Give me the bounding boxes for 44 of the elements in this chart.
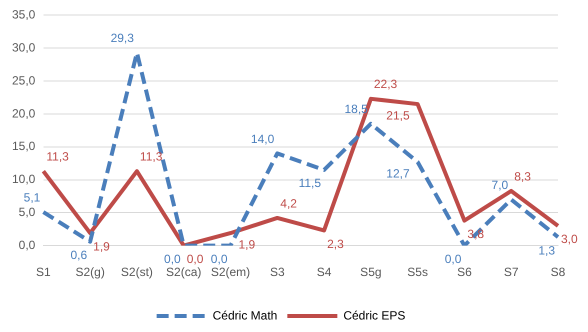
y-tick-label: 30,0	[12, 40, 36, 54]
x-tick-label: S2(em)	[210, 265, 250, 280]
y-tick-label: 15,0	[12, 139, 36, 154]
data-label: 5,1	[24, 190, 41, 204]
legend-label: Cédric Math	[212, 308, 278, 322]
data-label: 0,0	[444, 252, 462, 266]
data-label: 1,9	[238, 237, 256, 252]
x-tick-label: S1	[36, 265, 52, 280]
y-tick-label: 0,0	[18, 238, 36, 252]
data-label: 0,6	[70, 248, 88, 262]
x-tick-label: S3	[270, 265, 285, 280]
x-tick-label: S4	[316, 265, 332, 280]
y-tick-label: 25,0	[12, 73, 36, 88]
y-tick-label: 10,0	[12, 172, 36, 186]
y-tick-label: 5,0	[18, 205, 36, 219]
data-label: 22,3	[374, 77, 398, 92]
data-label: 11,3	[140, 150, 163, 164]
x-tick-label: S6	[457, 265, 472, 280]
data-label: 2,3	[327, 236, 344, 251]
data-label: 11,5	[298, 176, 322, 190]
data-label: 1,3	[538, 243, 556, 258]
y-tick-label: 20,0	[12, 106, 36, 120]
x-tick-label: S2(st)	[120, 265, 153, 280]
data-label: 29,3	[110, 31, 134, 46]
x-tick-label: S5g	[360, 265, 382, 280]
x-tick-label: S2(ca)	[166, 265, 202, 280]
data-label: 0,0	[186, 252, 204, 266]
data-label: 11,3	[46, 150, 70, 164]
data-label: 3,0	[561, 232, 578, 246]
data-label: 4,2	[280, 196, 298, 210]
x-tick-label: S2(g)	[75, 265, 105, 280]
data-label: 7,0	[492, 178, 509, 192]
data-label: 12,7	[386, 166, 410, 180]
data-label: 0,0	[210, 252, 228, 266]
legend-label: Cédric EPS	[343, 308, 406, 322]
x-tick-label: S7	[504, 265, 519, 280]
x-tick-label: S5s	[407, 265, 428, 280]
data-label: 8,3	[514, 169, 532, 184]
y-tick-label: 35,0	[12, 8, 36, 22]
data-label: 0,0	[164, 252, 182, 266]
data-label: 14,0	[250, 132, 275, 146]
data-label: 1,9	[93, 239, 110, 254]
x-tick-label: S8	[550, 265, 566, 280]
data-label: 21,5	[386, 108, 410, 122]
